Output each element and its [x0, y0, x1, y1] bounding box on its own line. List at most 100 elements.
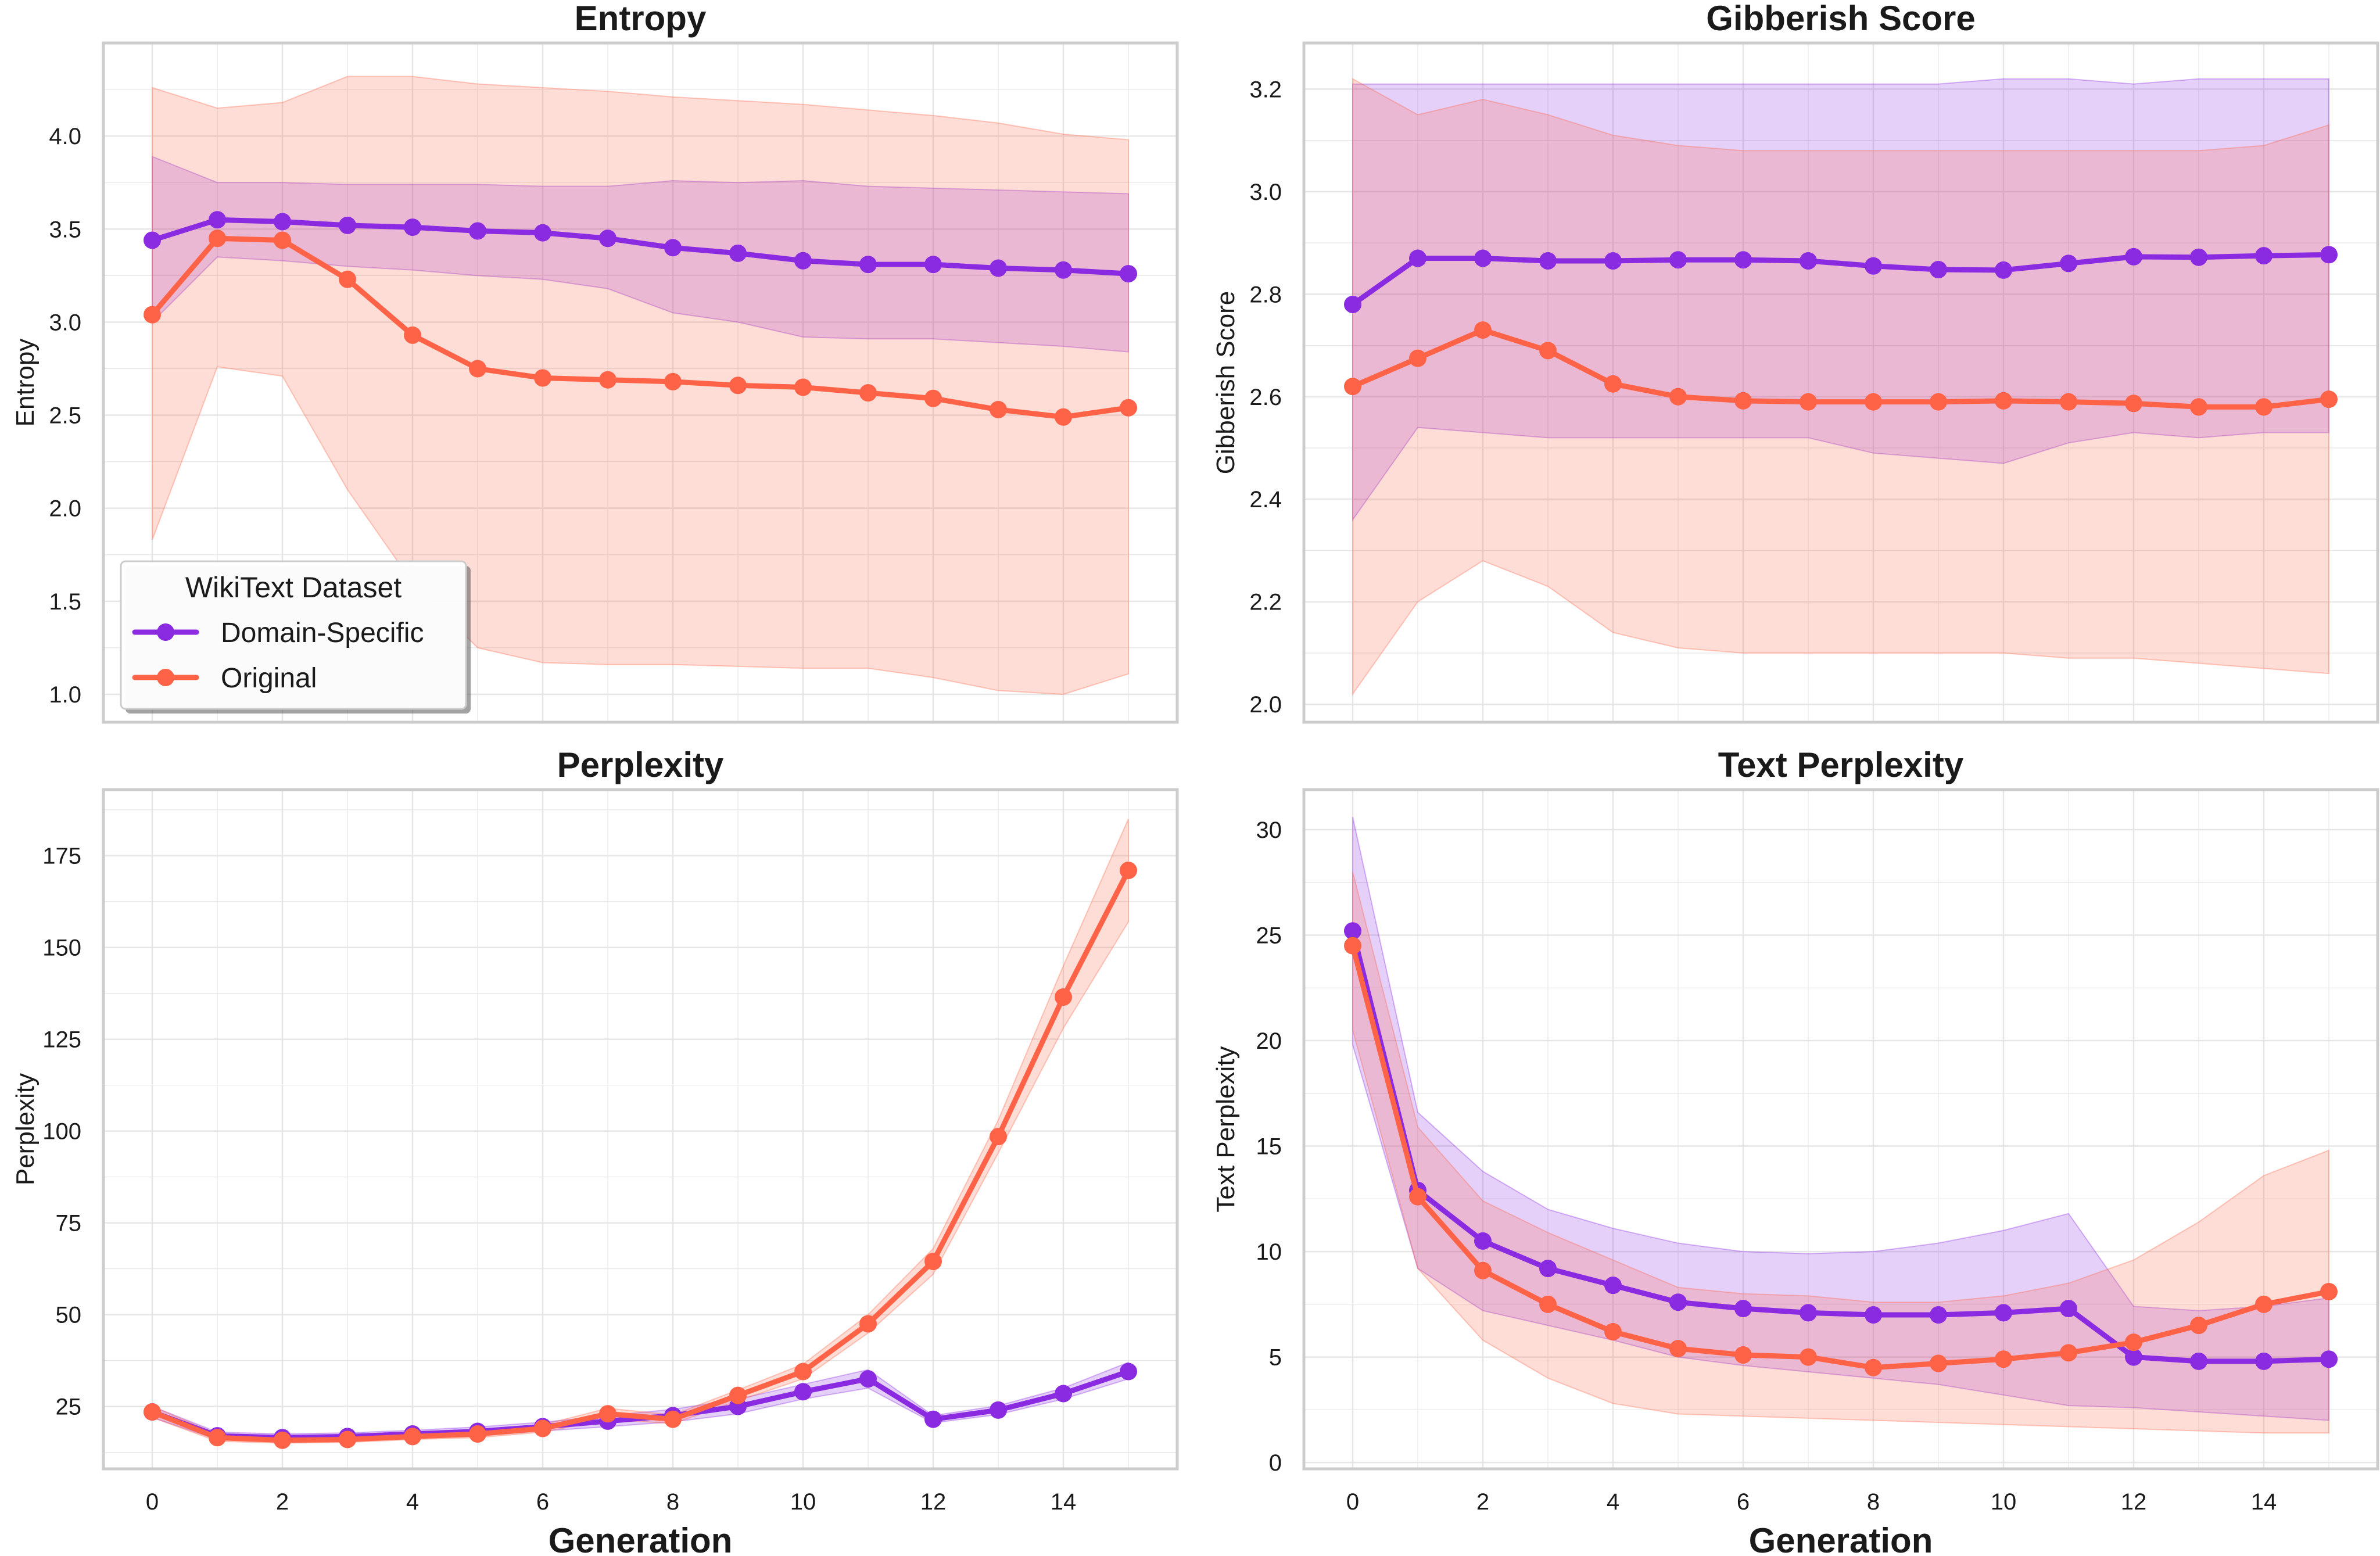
original-point: [599, 371, 616, 389]
original-point: [1669, 1340, 1687, 1358]
domain-point: [2320, 246, 2338, 264]
domain-point: [144, 231, 161, 249]
original-point: [2255, 398, 2273, 416]
domain-point: [990, 259, 1007, 277]
original-point: [1409, 1188, 1426, 1206]
y-tick-label: 25: [1256, 923, 1282, 949]
y-tick-label: 2.0: [1249, 692, 1282, 718]
domain-point: [859, 1370, 877, 1388]
original-series-line: [149, 867, 1131, 1443]
y-tick-label: 50: [56, 1303, 82, 1328]
original-point: [859, 1315, 877, 1333]
original-series-line: [149, 235, 1131, 420]
original-point: [1604, 1323, 1622, 1341]
domain-point: [794, 1383, 812, 1401]
original-point: [1120, 862, 1137, 880]
domain-point: [1344, 922, 1361, 940]
domain-point: [859, 256, 877, 274]
domain-point: [209, 211, 226, 229]
original-point: [2320, 390, 2338, 408]
original-point: [2190, 1317, 2207, 1335]
domain-point: [794, 252, 812, 270]
plot-frame: [1302, 41, 2379, 724]
grid: [103, 790, 1177, 1469]
chart-panel-2: 2.0 2.2 2.4 2.6 2.8 3.0 3.2 Gibberish Score Gibb…: [1211, 0, 2379, 724]
y-tick-label: 1.5: [49, 589, 81, 615]
y-tick-label: 3.0: [49, 310, 81, 335]
domain-point: [1604, 1277, 1622, 1295]
y-axis-label: Entropy: [11, 339, 40, 427]
domain-point: [2060, 254, 2077, 273]
domain-point: [2190, 1352, 2207, 1370]
original-confidence-band: [1352, 78, 2329, 696]
domain-point: [664, 239, 682, 257]
y-tick-label: 2.5: [49, 403, 81, 429]
domain-point: [599, 230, 616, 248]
original-point: [339, 1430, 356, 1449]
domain-point: [1120, 265, 1137, 283]
original-point: [794, 1363, 812, 1381]
domain-point: [2125, 248, 2142, 266]
y-tick-label: 4.0: [49, 124, 81, 149]
original-point: [990, 400, 1007, 418]
original-point: [1055, 988, 1072, 1006]
original-point: [1120, 399, 1137, 417]
original-point: [990, 1128, 1007, 1146]
original-point: [1734, 392, 1752, 410]
x-tick-label: 14: [1051, 1489, 1077, 1515]
y-tick-label: 5: [1269, 1345, 1282, 1371]
original-point: [664, 1410, 682, 1428]
domain-point: [404, 218, 421, 236]
x-tick-label: 8: [1867, 1489, 1880, 1515]
domain-point: [1930, 1306, 1947, 1324]
domain-point: [2320, 1350, 2338, 1368]
y-tick-label: 2.2: [1249, 590, 1282, 615]
domain-point: [2190, 248, 2207, 266]
x-axis-label: Generation: [549, 1521, 733, 1556]
original-point: [339, 270, 356, 288]
original-point: [274, 231, 291, 249]
domain-point: [1865, 257, 1882, 275]
y-tick-label: 175: [42, 844, 81, 869]
y-tick-label: 2.6: [1249, 385, 1282, 410]
chart-panel-4: 0 5 10 15 20 25 30 0 2 4 6 8 10 12 14 Text Perplexity Te…: [1211, 745, 2379, 1556]
domain-confidence-band: [152, 1361, 1129, 1442]
domain-series-line: [1350, 928, 2332, 1364]
domain-point: [1055, 1385, 1072, 1403]
domain-point: [274, 213, 291, 231]
x-tick-label: 10: [1991, 1489, 2017, 1515]
original-series-line: [1350, 327, 2332, 410]
y-tick-label: 3.5: [49, 217, 81, 242]
domain-confidence-band: [152, 155, 1129, 353]
y-tick-label: 3.2: [1249, 77, 1282, 102]
y-tick-label: 15: [1256, 1134, 1282, 1160]
y-tick-label: 30: [1256, 818, 1282, 843]
original-point: [1055, 408, 1072, 426]
y-tick-label: 3.0: [1249, 180, 1282, 205]
original-legend-label: Original: [221, 663, 317, 694]
original-point: [729, 1386, 747, 1404]
original-point: [859, 384, 877, 402]
y-axis-label: Perplexity: [11, 1073, 40, 1185]
chart-title: Gibberish Score: [1706, 0, 1975, 38]
x-tick-label: 4: [406, 1489, 419, 1515]
y-tick-label: 2.8: [1249, 282, 1282, 307]
domain-point: [2255, 247, 2273, 265]
original-point: [209, 230, 226, 248]
y-tick-label: 100: [42, 1119, 81, 1145]
plot-frame: [102, 41, 1179, 724]
grid: [1304, 790, 2378, 1469]
original-point: [274, 1431, 291, 1449]
domain-point: [990, 1401, 1007, 1419]
y-tick-label: 125: [42, 1027, 81, 1053]
original-point: [144, 1403, 161, 1421]
original-point: [1800, 1348, 1817, 1366]
y-tick-label: 75: [56, 1211, 82, 1236]
original-point: [794, 378, 812, 396]
original-point: [924, 389, 942, 407]
y-tick-label: 150: [42, 935, 81, 961]
domain-point: [1474, 1232, 1492, 1250]
domain-confidence-band: [1352, 816, 2329, 1421]
original-point: [534, 1419, 551, 1437]
original-point: [2060, 393, 2077, 411]
